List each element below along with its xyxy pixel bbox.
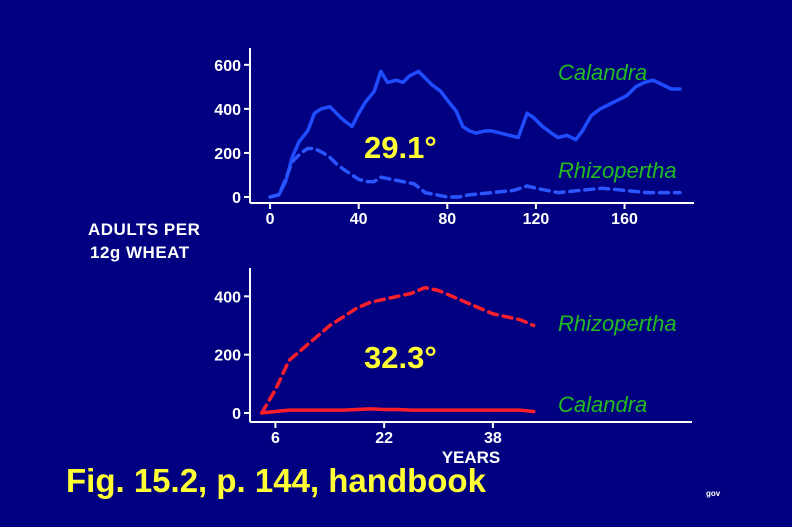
x-tick-label: 120 xyxy=(523,211,550,228)
series-label-calandra: Calandra xyxy=(558,392,647,417)
y-tick-label: 400 xyxy=(214,102,241,119)
temperature-label: 32.3° xyxy=(364,340,437,375)
y-tick-label: 600 xyxy=(214,58,241,75)
y-axis-title-line2: 12g WHEAT xyxy=(90,243,190,262)
temperature-label: 29.1° xyxy=(364,130,437,165)
y-tick-label: 200 xyxy=(214,146,241,163)
y-tick-label: 200 xyxy=(214,348,241,365)
chart-top-29-1: 0 200 400 600 0 40 80 120 160 29.1° Calandra Rhizop… xyxy=(214,48,694,228)
x-tick-label: 6 xyxy=(271,430,280,447)
y-tick-label: 0 xyxy=(232,190,241,207)
x-tick-label: 22 xyxy=(375,430,393,447)
series-label-calandra: Calandra xyxy=(558,60,647,85)
chart-bottom-32-3: 0 200 400 6 22 38 32.3° Rhizopertha Calandra YEAR… xyxy=(214,268,692,467)
x-tick-label: 0 xyxy=(266,211,275,228)
x-tick-label: 160 xyxy=(611,211,638,228)
x-tick-label: 80 xyxy=(438,211,456,228)
x-tick-label: 38 xyxy=(484,430,502,447)
y-axis-title: ADULTS PER 12g WHEAT xyxy=(88,218,200,264)
series-label-rhizopertha: Rhizopertha xyxy=(558,158,677,183)
series-label-rhizopertha: Rhizopertha xyxy=(558,311,677,336)
y-tick-label: 0 xyxy=(232,406,241,423)
series-line-rhizopertha-dashed xyxy=(260,285,536,415)
y-tick-label: 400 xyxy=(214,289,241,306)
series-line-calandra-solid xyxy=(260,407,536,415)
series-line-rhizopertha-dashed xyxy=(268,146,682,199)
y-axis-title-line1: ADULTS PER xyxy=(88,220,201,239)
series-line-calandra-solid xyxy=(268,69,682,199)
figure-caption: Fig. 15.2, p. 144, handbook xyxy=(66,462,486,499)
x-tick-label: 40 xyxy=(350,211,368,228)
credit-mark: gov xyxy=(706,489,721,498)
x-axis-label: YEARS xyxy=(442,448,501,467)
